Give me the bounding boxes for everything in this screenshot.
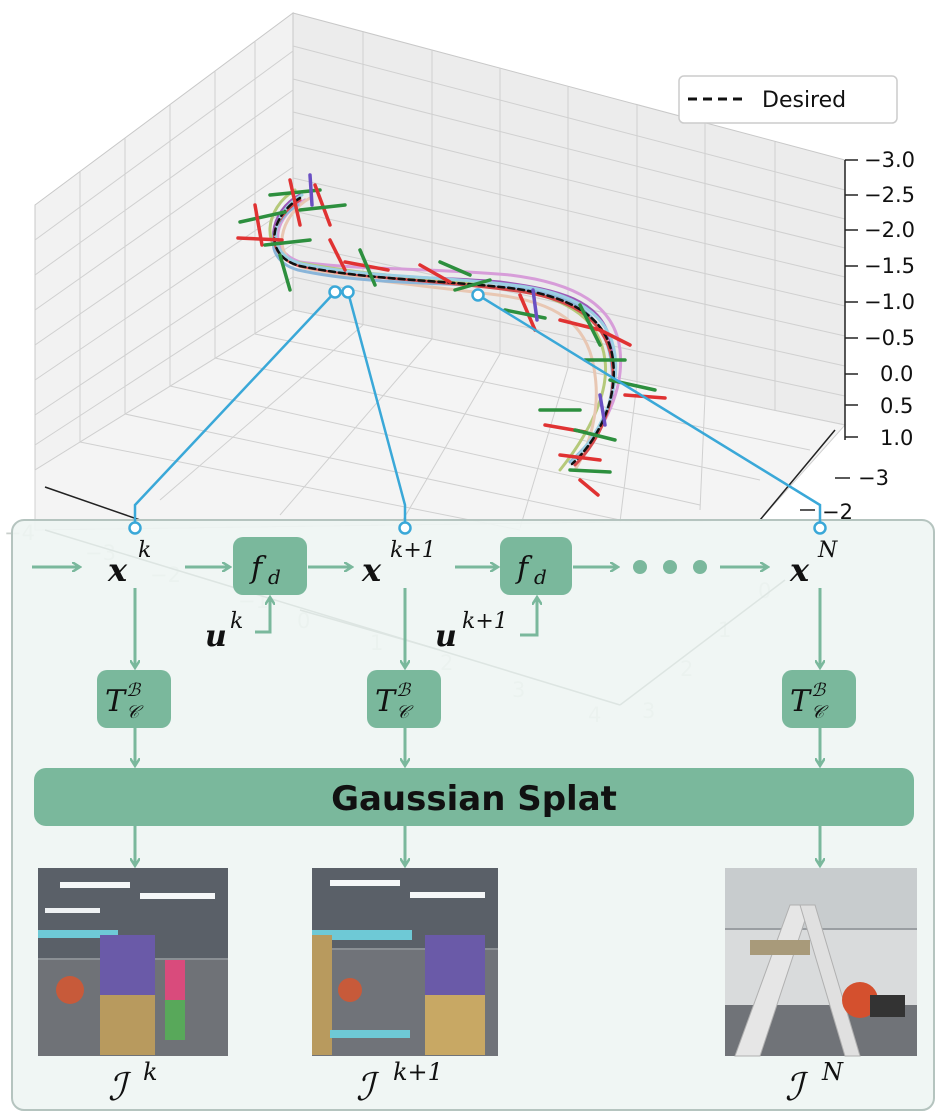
tick-label: 0.5 xyxy=(880,394,913,418)
tick-label: −1.0 xyxy=(864,290,915,314)
dynamics-block: f d xyxy=(500,537,572,595)
rendered-image xyxy=(725,868,917,1057)
pose-frames xyxy=(236,173,667,497)
input-uk1-sup: k+1 xyxy=(462,609,508,634)
legend-label: Desired xyxy=(762,88,846,113)
tick-label: −2.0 xyxy=(864,218,915,242)
connector-node xyxy=(328,285,342,299)
transform-block: T ℬ 𝒞 xyxy=(367,670,441,728)
state-xk-sup: k xyxy=(138,538,151,563)
gaussian-splat-banner: Gaussian Splat xyxy=(34,768,914,826)
ellipsis-dots xyxy=(633,560,707,574)
connector-node xyxy=(128,521,142,535)
state-xN-sup: N xyxy=(817,538,838,563)
transform-sup: ℬ xyxy=(396,680,412,701)
plot-legend: Desired xyxy=(678,75,898,124)
transform-block: T ℬ 𝒞 xyxy=(782,670,856,728)
dynamics-block: f d xyxy=(233,537,307,595)
connector-node xyxy=(398,521,412,535)
tick-label: −2.5 xyxy=(864,183,915,207)
transform-base: T xyxy=(790,684,812,719)
state-xk-base: x xyxy=(107,551,128,589)
flow-arrows xyxy=(32,567,820,866)
transform-base: T xyxy=(375,684,397,719)
image-k1-sup: k+1 xyxy=(393,1058,443,1086)
input-uk-sup: k xyxy=(230,609,243,634)
rendered-image xyxy=(312,868,498,1056)
faded-plot-lines xyxy=(44,529,786,706)
input-uk-base: u xyxy=(205,619,227,654)
transform-sup: ℬ xyxy=(126,680,142,701)
dynamics-sub: d xyxy=(534,565,547,589)
connector-node xyxy=(341,285,355,299)
input-uk1-base: u xyxy=(435,619,457,654)
tick-label: 0.0 xyxy=(880,362,913,386)
tick-label: −1.5 xyxy=(864,254,915,278)
transform-sup: ℬ xyxy=(811,680,827,701)
back-wall-grid xyxy=(34,32,846,531)
image-k-sup: k xyxy=(143,1058,158,1086)
transform-block: T ℬ 𝒞 xyxy=(97,670,171,728)
tick-label: 1.0 xyxy=(880,426,913,450)
tick-label: −3.0 xyxy=(864,148,915,172)
connector-nodes xyxy=(128,285,827,535)
banner-label: Gaussian Splat xyxy=(331,779,617,819)
connector-node xyxy=(471,288,485,302)
state-xk1-base: x xyxy=(361,551,382,589)
connector-node xyxy=(813,521,827,535)
state-connectors xyxy=(133,291,822,525)
tick-label: −0.5 xyxy=(864,326,915,350)
state-xk1-sup: k+1 xyxy=(390,538,436,563)
plot-axes xyxy=(44,159,858,521)
tick-label: −3 xyxy=(858,466,889,490)
rendered-image xyxy=(38,868,228,1056)
image-N-sup: N xyxy=(821,1058,844,1086)
state-xN-base: x xyxy=(789,551,810,589)
trajectory-3d-plot: −3.0 −2.5 −2.0 −1.5 −1.0 −0.5 0.0 0.5 1.… xyxy=(4,12,915,727)
dynamics-sub: d xyxy=(268,565,281,589)
transform-base: T xyxy=(105,684,127,719)
right-axis-labels: −3.0 −2.5 −2.0 −1.5 −1.0 −0.5 0.0 0.5 1.… xyxy=(822,148,915,524)
